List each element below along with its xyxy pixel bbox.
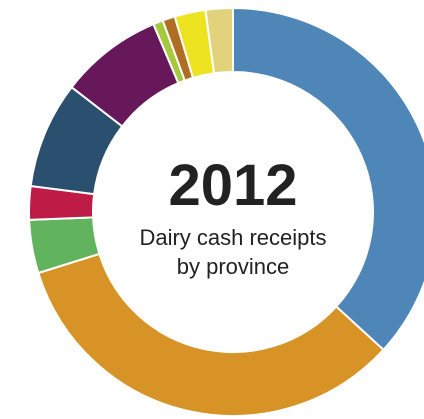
chart-subtitle-line-2: by province (177, 254, 290, 279)
chart-title: 2012 (168, 153, 297, 218)
donut-slices (28, 6, 424, 417)
donut-slice-10 (204, 6, 234, 75)
chart-subtitle-line-1: Dairy cash receipts (139, 225, 326, 250)
donut-slice-2 (37, 252, 385, 417)
donut-slice-1 (232, 6, 424, 352)
